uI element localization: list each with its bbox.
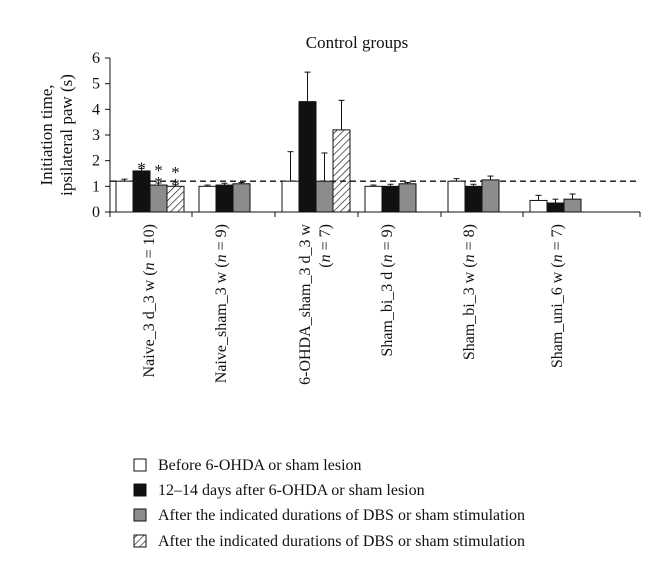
bar xyxy=(546,202,565,213)
category-label-part: Sham_bi_3 d ( xyxy=(379,262,396,356)
y-axis-label-line-2: ipsilateral paw (s) xyxy=(57,74,76,196)
category-label-part: = 7) xyxy=(549,224,566,254)
bar xyxy=(398,183,417,213)
bar xyxy=(332,129,351,213)
category-label: Naive_sham_3 w (n = 9) xyxy=(213,224,230,383)
chart-title: Control groups xyxy=(306,33,408,52)
y-tick-label: 0 xyxy=(92,204,100,221)
bar xyxy=(232,183,251,213)
category-label-part: Naive_sham_3 w ( xyxy=(213,262,230,383)
significance-mark: * xyxy=(171,175,180,194)
y-axis-label-line-1: Initiation time, xyxy=(37,84,56,185)
legend: Before 6-OHDA or sham lesion 12–14 days a… xyxy=(133,457,525,550)
y-tick-label: 2 xyxy=(92,153,100,170)
category-label-part: Sham_uni_6 w ( xyxy=(549,262,566,368)
category-label-part: n xyxy=(549,254,566,262)
bar xyxy=(563,198,582,213)
significance-mark: * xyxy=(154,173,163,192)
y-tick-label: 4 xyxy=(92,101,100,118)
bar xyxy=(281,180,300,213)
category-label-part: Naive_3 d_3 w ( xyxy=(141,270,158,377)
y-tick-label: 5 xyxy=(92,76,100,93)
legend-label: Before 6-OHDA or sham lesion xyxy=(158,457,362,474)
category-label-part: = 8) xyxy=(461,224,478,254)
category-label-part: n xyxy=(213,254,230,262)
legend-label: 12–14 days after 6-OHDA or sham lesion xyxy=(158,482,425,499)
category-label: Sham_uni_6 w (n = 7) xyxy=(549,224,566,368)
bar xyxy=(447,180,466,213)
category-label: Sham_bi_3 d (n = 9) xyxy=(379,224,396,357)
bar xyxy=(529,199,548,213)
legend-swatch xyxy=(133,508,147,522)
category-label-part: ( xyxy=(317,262,334,267)
y-tick-label: 1 xyxy=(92,178,100,195)
category-label-part: n xyxy=(317,254,334,262)
y-tick-label: 6 xyxy=(92,50,100,67)
bar xyxy=(298,101,317,213)
category-label-part: = 9) xyxy=(213,224,230,254)
category-label-part: n xyxy=(379,254,396,262)
legend-swatch xyxy=(133,458,147,472)
category-label-part: = 9) xyxy=(379,224,396,254)
bar xyxy=(481,179,500,213)
category-label: (n = 7) xyxy=(317,224,334,268)
category-label-part: n xyxy=(141,262,158,270)
category-label-part: 6-OHDA_sham_3 d_3 w xyxy=(297,224,314,385)
category-label-part: = 7) xyxy=(317,224,334,254)
bar xyxy=(464,185,483,213)
bar xyxy=(215,184,234,213)
category-label-part: Sham_bi_3 w ( xyxy=(461,262,478,360)
category-label-part: n xyxy=(461,254,478,262)
significance-mark: * xyxy=(154,161,163,180)
significance-mark: * xyxy=(137,158,146,177)
category-label: Sham_bi_3 w (n = 8) xyxy=(461,224,478,360)
category-label: 6-OHDA_sham_3 d_3 w xyxy=(297,224,314,385)
legend-swatch xyxy=(133,483,147,497)
legend-label: After the indicated durations of DBS or … xyxy=(158,533,525,550)
legend-swatch xyxy=(133,534,147,548)
bar xyxy=(115,180,134,213)
category-label-part: = 10) xyxy=(141,224,158,262)
bar xyxy=(198,185,217,213)
bar xyxy=(364,185,383,213)
y-tick-label: 3 xyxy=(92,127,100,144)
category-label: Naive_3 d_3 w (n = 10) xyxy=(141,224,158,377)
legend-label: After the indicated durations of DBS or … xyxy=(158,507,525,524)
bar xyxy=(381,185,400,213)
bar xyxy=(315,180,334,213)
significance-mark: * xyxy=(171,163,180,182)
